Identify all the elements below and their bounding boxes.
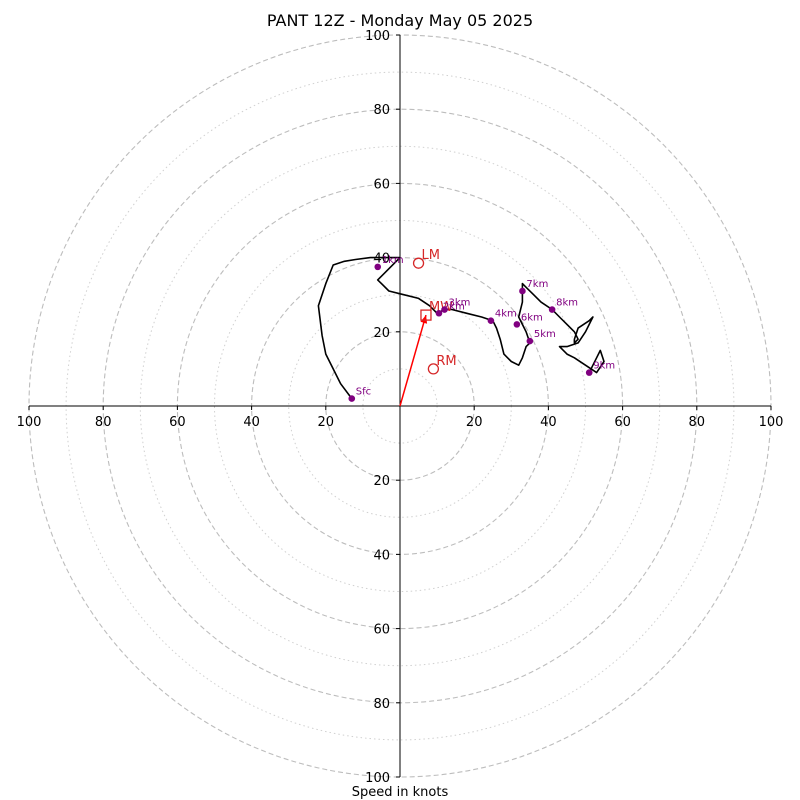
y-tick-label: 20 <box>373 326 390 341</box>
x-tick-label: 100 <box>17 415 42 430</box>
height-marker-8km <box>548 306 556 313</box>
y-tick-label: 100 <box>365 29 390 44</box>
x-axis-label: Speed in knots <box>352 785 449 800</box>
height-marker-sfc <box>348 395 356 402</box>
tick-labels: 100 80 60 40 20 20 40 60 80 100 100 80 60 40 20 20 40 60 8… <box>17 29 784 786</box>
x-tick-label: 20 <box>318 415 335 430</box>
x-tick-label: 20 <box>466 415 483 430</box>
height-marker-6km <box>513 321 521 328</box>
y-tick-label: 80 <box>373 103 390 118</box>
y-tick-label: 60 <box>373 177 390 192</box>
height-label-7km: 7km <box>526 279 548 290</box>
height-label-1km: 1km <box>382 255 404 266</box>
height-label-3km: 3km <box>449 298 471 309</box>
height-marker-2km <box>435 309 443 317</box>
y-tick-label: 40 <box>373 252 390 267</box>
y-tick-label: 80 <box>373 697 390 712</box>
x-tick-label: 60 <box>614 415 631 430</box>
x-tick-label: 100 <box>759 415 784 430</box>
x-tick-label: 60 <box>169 415 186 430</box>
hodograph-trace <box>317 256 605 400</box>
height-label-sfc: Sfc <box>356 387 371 398</box>
height-label-4km: 4km <box>495 309 517 320</box>
height-marker-7km <box>519 287 526 295</box>
mean-wind-vector <box>399 314 427 407</box>
chart-title: PANT 12Z - Monday May 05 2025 <box>267 11 533 30</box>
y-tick-label: 60 <box>373 623 390 638</box>
x-tick-label: 40 <box>540 415 557 430</box>
storm-marker-rm <box>427 363 440 375</box>
x-tick-label: 80 <box>689 415 706 430</box>
height-label-9km: 9km <box>593 361 615 372</box>
y-tick-label: 40 <box>373 548 390 563</box>
height-marker-3km <box>441 306 448 313</box>
height-marker-1km <box>374 263 382 271</box>
height-label-8km: 8km <box>556 298 578 309</box>
storm-marker-mw <box>420 309 432 321</box>
height-marker-5km <box>526 337 534 345</box>
height-label-5km: 5km <box>534 329 556 340</box>
storm-label-lm: LM <box>422 248 440 263</box>
x-tick-label: 80 <box>95 415 112 430</box>
height-marker-9km <box>585 369 593 376</box>
height-label-2km: 2km <box>443 301 465 312</box>
height-label-6km: 6km <box>521 312 543 323</box>
hodograph-line <box>317 256 605 400</box>
storm-marker-lm <box>412 257 425 269</box>
height-marker-4km <box>487 317 495 324</box>
y-tick-label: 20 <box>373 474 390 489</box>
storm-label-rm: RM <box>436 354 456 369</box>
x-tick-label: 40 <box>243 415 260 430</box>
y-tick-label: 100 <box>365 771 390 786</box>
mean-wind-arrowhead <box>420 315 428 324</box>
